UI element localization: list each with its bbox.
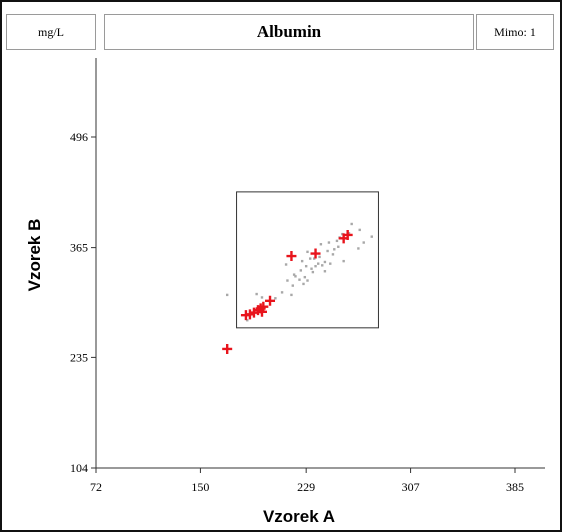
unit-label: mg/L xyxy=(6,14,96,50)
data-point xyxy=(327,241,331,244)
data-point xyxy=(319,243,323,246)
outside-count-label: Mimo: 1 xyxy=(476,14,554,50)
data-point xyxy=(246,319,249,322)
data-point xyxy=(314,264,317,268)
highlight-point xyxy=(286,251,297,262)
x-tick-label: 150 xyxy=(191,480,209,494)
data-point xyxy=(337,245,340,248)
x-tick-label: 385 xyxy=(506,480,524,494)
data-point xyxy=(306,250,309,254)
data-point xyxy=(280,291,284,294)
y-axis-title: Vzorek B xyxy=(25,219,44,292)
data-point xyxy=(294,275,297,278)
data-point xyxy=(357,247,360,250)
chart-title: Albumin xyxy=(104,14,474,50)
data-point xyxy=(342,259,345,263)
data-point xyxy=(284,263,288,266)
data-point xyxy=(341,232,344,236)
highlight-point xyxy=(342,229,353,240)
data-point xyxy=(350,222,353,226)
data-point xyxy=(310,267,313,270)
data-point xyxy=(260,296,264,299)
highlight-point xyxy=(256,306,267,317)
highlight-point xyxy=(258,301,269,312)
data-point xyxy=(292,273,296,276)
data-point xyxy=(302,282,305,286)
data-point xyxy=(333,248,336,251)
data-point xyxy=(274,297,277,300)
data-point xyxy=(308,257,312,260)
data-point xyxy=(318,255,321,259)
data-point xyxy=(326,249,329,253)
highlight-point xyxy=(265,295,276,306)
data-point xyxy=(225,293,229,297)
data-point xyxy=(300,259,304,263)
data-point xyxy=(290,293,293,297)
data-point xyxy=(362,241,365,244)
data-point xyxy=(304,264,308,268)
data-point xyxy=(255,292,258,296)
data-point xyxy=(335,239,339,243)
data-point xyxy=(358,228,361,232)
data-point xyxy=(298,278,301,281)
data-point xyxy=(323,270,327,273)
highlight-point xyxy=(310,248,321,259)
y-tick-label: 104 xyxy=(70,461,88,475)
data-point xyxy=(321,264,324,267)
data-point xyxy=(331,253,335,256)
data-point xyxy=(306,279,309,282)
highlight-point xyxy=(222,343,233,354)
data-point xyxy=(370,235,373,238)
x-axis-title: Vzorek A xyxy=(263,507,335,526)
x-tick-label: 307 xyxy=(402,480,420,494)
data-point xyxy=(311,270,315,274)
y-tick-label: 365 xyxy=(70,241,88,255)
y-tick-label: 235 xyxy=(70,350,88,364)
x-tick-label: 229 xyxy=(297,480,315,494)
data-point xyxy=(291,284,294,287)
data-point xyxy=(313,257,316,260)
data-point xyxy=(286,279,289,282)
data-point xyxy=(303,275,307,279)
x-tick-label: 72 xyxy=(90,480,102,494)
y-tick-label: 496 xyxy=(70,130,88,144)
data-point xyxy=(347,232,351,235)
data-point xyxy=(299,269,303,272)
data-point xyxy=(323,260,327,264)
data-point xyxy=(317,262,320,265)
acceptance-box xyxy=(236,191,379,329)
data-point xyxy=(329,262,332,265)
